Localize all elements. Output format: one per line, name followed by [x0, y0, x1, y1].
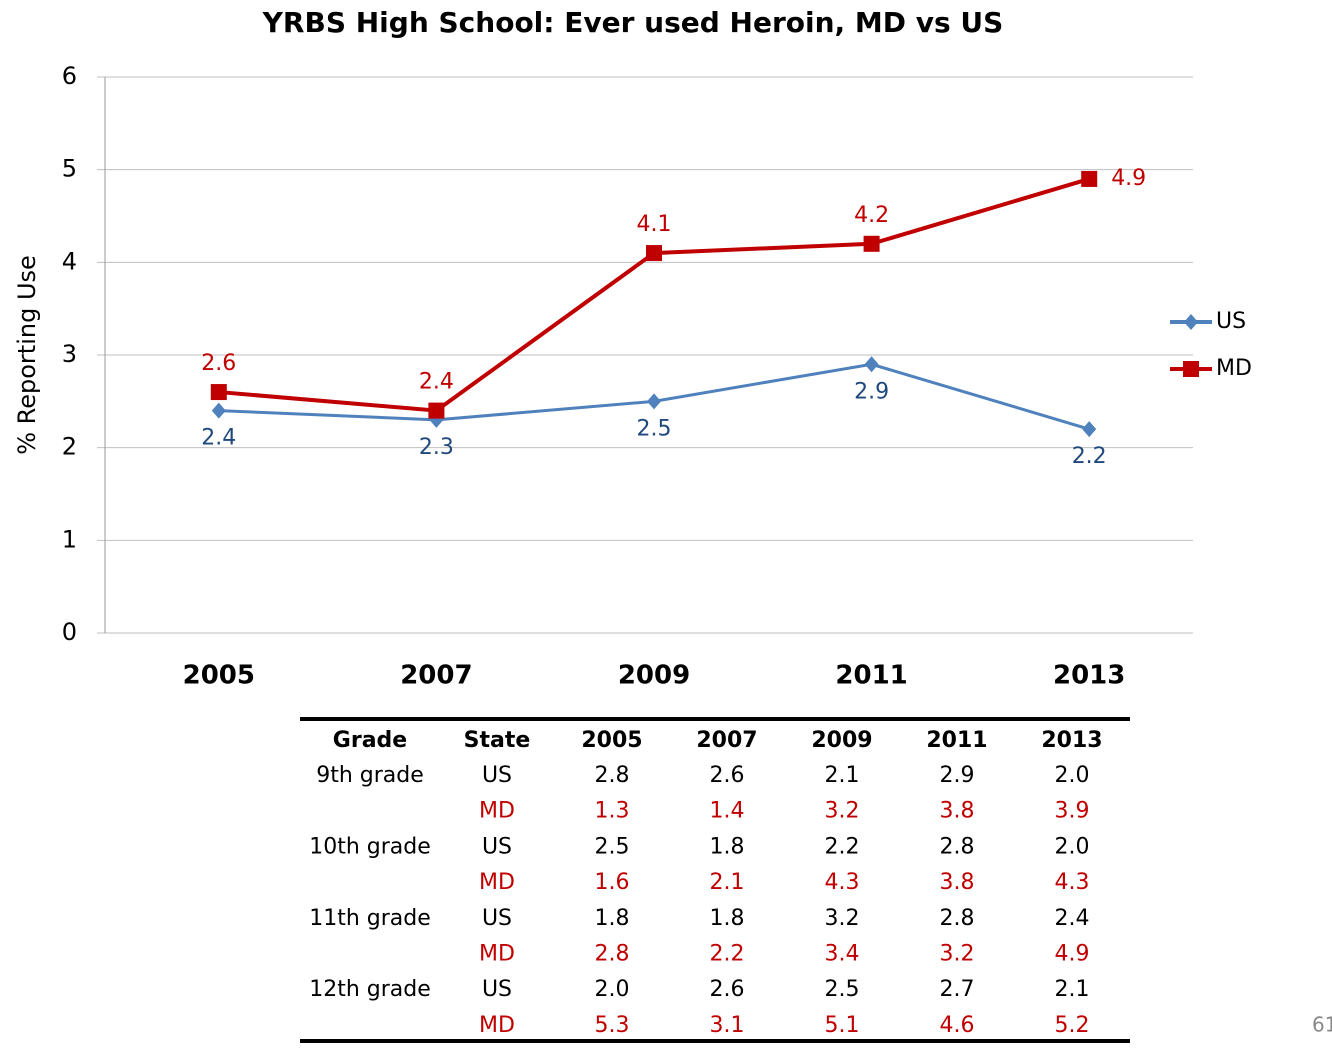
y-tick-label: 6: [62, 62, 77, 90]
chart-title: YRBS High School: Ever used Heroin, MD v…: [262, 6, 1004, 39]
table-state: MD: [479, 870, 515, 895]
table-cell: 5.2: [1055, 1013, 1090, 1038]
table-cell: 2.7: [940, 977, 975, 1002]
table-cell: 1.8: [595, 906, 630, 931]
legend-label: MD: [1216, 356, 1252, 381]
table-header: Grade: [333, 728, 407, 753]
data-label: 2.3: [419, 435, 454, 460]
y-tick-label: 2: [62, 433, 77, 461]
table-cell: 2.8: [595, 942, 630, 967]
table-cell: 2.8: [595, 763, 630, 788]
table-cell: 2.4: [1055, 906, 1090, 931]
table-cell: 1.4: [710, 799, 745, 824]
y-tick-label: 4: [62, 247, 77, 275]
x-tick-label: 2009: [618, 661, 690, 691]
data-label: 4.1: [637, 212, 672, 237]
data-label: 2.4: [419, 370, 454, 395]
table-cell: 2.5: [595, 834, 630, 859]
table-cell: 3.2: [825, 906, 860, 931]
table-cell: 2.0: [1055, 834, 1090, 859]
table-cell: 3.4: [825, 942, 860, 967]
table-grade: 10th grade: [309, 834, 431, 859]
legend-marker: [1184, 314, 1198, 330]
legend-label: US: [1216, 309, 1246, 334]
data-label: 2.2: [1072, 444, 1107, 469]
table-cell: 2.2: [710, 942, 745, 967]
y-tick-label: 1: [62, 525, 77, 553]
data-point: [210, 384, 227, 401]
table-cell: 3.8: [940, 870, 975, 895]
data-label: 2.4: [201, 426, 236, 451]
table-cell: 1.8: [710, 834, 745, 859]
table-grade: 9th grade: [316, 763, 424, 788]
table-cell: 5.3: [595, 1013, 630, 1038]
table-cell: 2.1: [1055, 977, 1090, 1002]
data-point: [863, 235, 880, 252]
data-point: [646, 245, 662, 262]
y-tick-label: 5: [62, 155, 77, 183]
y-axis-label: % Reporting Use: [13, 255, 41, 455]
table-cell: 1.6: [595, 870, 630, 895]
x-tick-label: 2011: [835, 661, 907, 691]
data-point: [1081, 170, 1098, 187]
table-cell: 3.2: [940, 942, 975, 967]
table-cell: 2.1: [825, 763, 860, 788]
table-cell: 2.9: [940, 763, 975, 788]
data-label: 2.9: [854, 379, 889, 404]
table-cell: 2.6: [710, 977, 745, 1002]
table-cell: 4.9: [1055, 942, 1090, 967]
table-cell: 3.9: [1055, 799, 1090, 824]
x-tick-label: 2007: [400, 661, 472, 691]
data-label: 2.6: [201, 351, 236, 376]
table-header: 2013: [1041, 728, 1102, 753]
table-cell: 4.3: [825, 870, 860, 895]
table-header: 2007: [696, 728, 757, 753]
table-state: MD: [479, 942, 515, 967]
table-cell: 2.0: [1055, 763, 1090, 788]
table-cell: 2.8: [940, 906, 975, 931]
data-label: 2.5: [637, 416, 672, 441]
data-label: 4.2: [854, 203, 889, 228]
table-state: MD: [479, 1013, 515, 1038]
table-header: State: [464, 728, 531, 753]
table-cell: 3.1: [710, 1013, 745, 1038]
table-header: 2011: [926, 728, 987, 753]
table-cell: 2.2: [825, 834, 860, 859]
table-grade: 12th grade: [309, 977, 431, 1002]
page-number: 61: [1312, 1013, 1332, 1037]
table-state: US: [482, 834, 512, 859]
table-cell: 2.5: [825, 977, 860, 1002]
x-tick-label: 2013: [1053, 661, 1125, 691]
data-point: [647, 393, 661, 410]
y-tick-label: 0: [62, 618, 77, 646]
data-point: [1082, 421, 1097, 438]
table-cell: 2.0: [595, 977, 630, 1002]
table-cell: 3.8: [940, 799, 975, 824]
table-state: US: [482, 906, 512, 931]
table-cell: 3.2: [825, 799, 860, 824]
table-cell: 1.8: [710, 906, 745, 931]
legend-marker: [1183, 361, 1199, 377]
data-point: [428, 402, 445, 419]
table-cell: 5.1: [825, 1013, 860, 1038]
table-header: 2009: [811, 728, 872, 753]
table-cell: 2.1: [710, 870, 745, 895]
table-cell: 2.6: [710, 763, 745, 788]
table-state: US: [482, 977, 512, 1002]
x-tick-label: 2005: [183, 661, 255, 691]
table-header: 2005: [581, 728, 642, 753]
table-state: MD: [479, 799, 515, 824]
data-point: [864, 356, 879, 373]
data-point: [211, 402, 226, 419]
table-cell: 4.3: [1055, 870, 1090, 895]
y-tick-label: 3: [62, 340, 77, 368]
table-cell: 2.8: [940, 834, 975, 859]
table-cell: 1.3: [595, 799, 630, 824]
table-cell: 4.6: [940, 1013, 975, 1038]
table-state: US: [482, 763, 512, 788]
data-label: 4.9: [1111, 166, 1146, 191]
table-grade: 11th grade: [309, 906, 431, 931]
